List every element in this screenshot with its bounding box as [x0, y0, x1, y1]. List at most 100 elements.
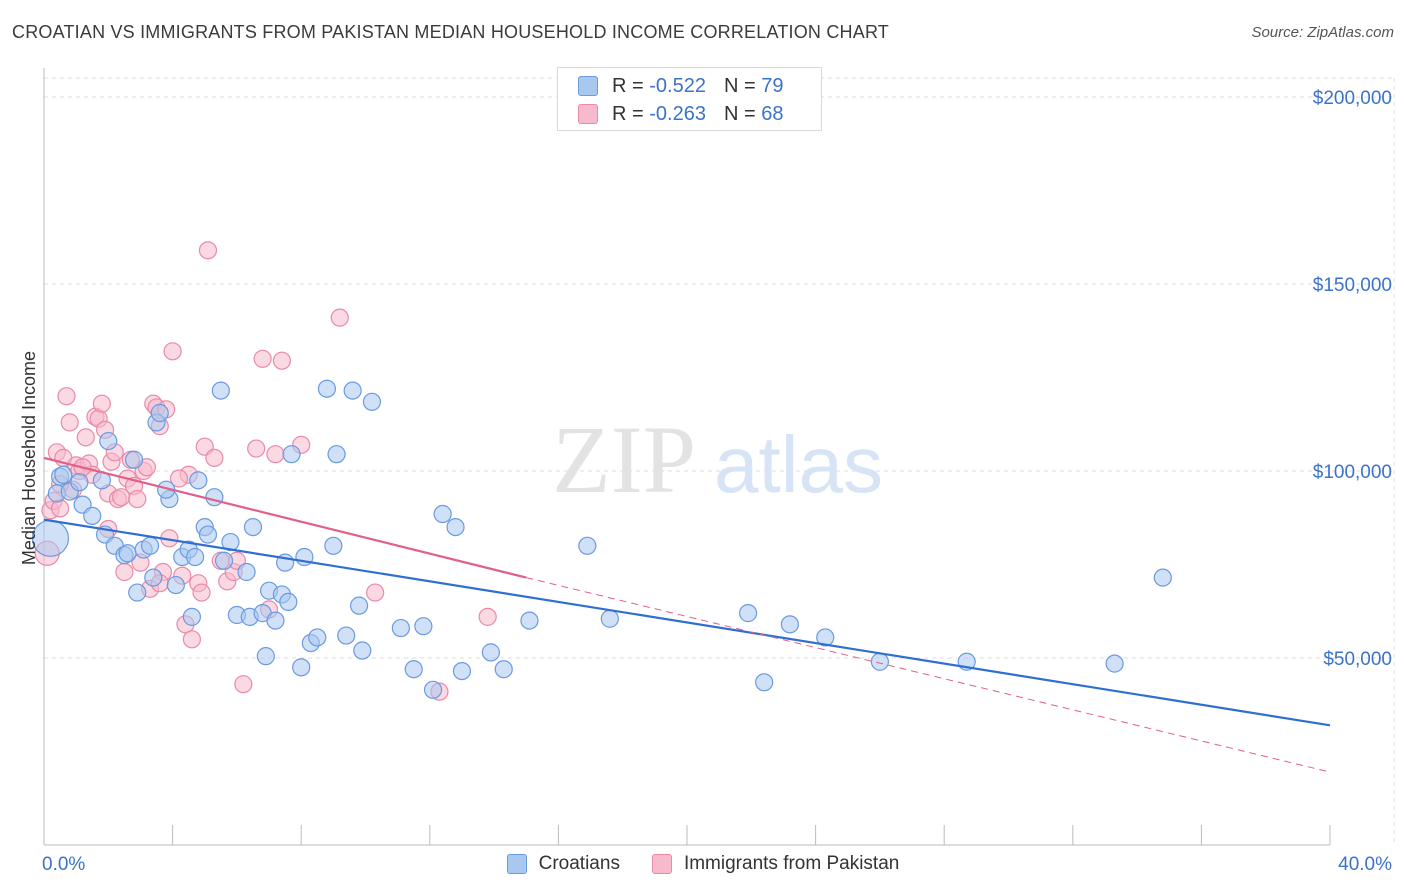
legend-n-value: 68	[761, 102, 784, 125]
croatian-point	[214, 551, 234, 570]
croatian-point	[362, 392, 382, 411]
pakistan-point	[76, 428, 95, 447]
pakistan-point	[266, 445, 285, 464]
y-tick-label: $200,000	[1313, 88, 1392, 109]
croatian-point	[600, 609, 619, 628]
croatian-point	[1105, 654, 1124, 673]
croatian-point	[198, 525, 218, 544]
watermark-atlas: atlas	[714, 420, 883, 509]
legend-swatch-pink	[651, 854, 672, 874]
croatian-point	[578, 536, 597, 555]
pakistan-point	[57, 387, 76, 406]
legend-r-label: R =	[612, 102, 644, 125]
pakistan-point	[169, 469, 189, 488]
pakistan-point	[478, 607, 497, 626]
legend-item-pakistan: Immigrants from Pakistan	[651, 853, 900, 875]
legend-label-croatians: Croatians	[538, 853, 620, 874]
legend-swatch-pink	[578, 104, 598, 124]
legend-row-pakistan: R = -0.263 N = 68	[578, 101, 783, 127]
legend-swatch-blue	[506, 854, 527, 874]
legend-row-croatians: R = -0.522 N = 79	[578, 73, 783, 99]
croatian-point	[182, 607, 201, 626]
croatian-point	[870, 652, 890, 671]
y-tick-label: $100,000	[1313, 462, 1392, 483]
series-legend: Croatians Immigrants from Pakistan	[0, 851, 1406, 877]
series-croatians-points	[31, 379, 1172, 699]
croatian-point	[404, 660, 423, 679]
croatian-point	[186, 547, 205, 567]
croatian-point	[211, 381, 230, 400]
pakistan-point	[115, 562, 134, 582]
pakistan-point	[247, 439, 266, 458]
chart-title: CROATIAN VS IMMIGRANTS FROM PAKISTAN MED…	[12, 22, 890, 42]
legend-n-value: 79	[761, 74, 784, 97]
croatian-point	[128, 583, 147, 602]
pakistan-point	[253, 349, 272, 368]
correlation-legend: R = -0.522 N = 79 R = -0.263 N = 68	[557, 67, 822, 131]
croatian-point	[337, 626, 356, 645]
croatian-point	[520, 611, 539, 630]
trend-line-croatians	[43, 518, 1331, 727]
croatian-point	[70, 473, 89, 492]
trend-line-pakistan	[43, 456, 527, 579]
pakistan-point	[182, 630, 201, 649]
croatian-point	[755, 673, 774, 692]
croatian-point	[189, 471, 208, 490]
trend-lines	[43, 456, 1331, 773]
pakistan-point	[272, 351, 292, 370]
pakistan-point	[234, 675, 253, 694]
croatian-point	[308, 628, 327, 647]
y-tick-label: $150,000	[1313, 275, 1392, 296]
croatian-point	[144, 568, 163, 587]
croatian-point	[349, 596, 369, 615]
pakistan-point	[92, 394, 111, 413]
legend-item-croatians: Croatians	[506, 853, 620, 875]
pakistan-point	[366, 583, 385, 602]
croatian-point	[256, 647, 275, 666]
croatian-point	[237, 562, 256, 582]
croatian-point	[353, 641, 372, 660]
legend-r-value: -0.522	[649, 74, 706, 97]
croatian-point	[327, 445, 346, 464]
croatian-point	[279, 592, 298, 612]
x-tick-label: 40.0%	[1338, 854, 1392, 875]
croatian-point	[816, 628, 835, 647]
croatian-point	[292, 658, 311, 677]
legend-swatch-blue	[578, 76, 598, 96]
y-axis-label: Median Household Income	[19, 351, 39, 565]
croatian-point	[150, 403, 169, 423]
croatian-point	[118, 544, 137, 563]
legend-n-label: N =	[723, 102, 756, 125]
axes	[43, 68, 1331, 846]
legend-n-label: N =	[723, 74, 756, 97]
x-tick-label: 0.0%	[42, 854, 85, 875]
legend-r-value: -0.263	[649, 102, 706, 125]
pakistan-point	[50, 499, 70, 518]
croatian-point	[1153, 568, 1172, 587]
croatian-point	[317, 379, 337, 398]
pakistan-point	[330, 308, 349, 327]
croatian-point	[391, 618, 410, 638]
croatian-point	[452, 661, 472, 681]
source-label: Source: ZipAtlas.com	[1251, 24, 1394, 41]
croatian-point	[54, 465, 73, 484]
pakistan-point	[198, 241, 218, 260]
croatian-point	[494, 660, 513, 679]
croatian-point	[780, 615, 799, 634]
croatian-point	[140, 536, 160, 555]
croatian-point	[282, 445, 301, 464]
croatian-point	[205, 488, 224, 507]
croatian-point	[99, 431, 118, 451]
croatian-point	[166, 575, 185, 595]
croatian-point	[738, 604, 758, 623]
croatian-point	[324, 536, 343, 555]
pakistan-point	[192, 583, 211, 602]
legend-r-label: R =	[612, 74, 644, 97]
pakistan-point	[163, 342, 182, 361]
croatian-point	[343, 381, 362, 400]
pakistan-point	[128, 489, 147, 509]
legend-label-pakistan: Immigrants from Pakistan	[683, 853, 900, 874]
y-tick-label: $50,000	[1323, 649, 1392, 670]
trend-line-pakistan-extension	[526, 577, 1331, 773]
